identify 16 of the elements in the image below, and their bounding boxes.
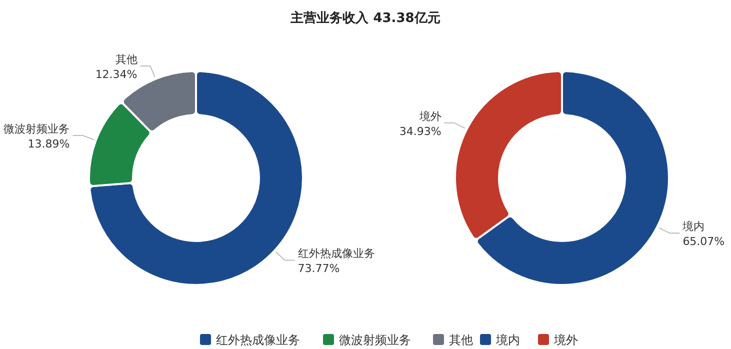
legend-label: 红外热成像业务	[216, 333, 300, 347]
chart-title: 主营业务收入 43.38亿元	[290, 10, 440, 26]
legend-label: 微波射频业务	[339, 333, 411, 347]
legend-label: 其他	[449, 333, 473, 347]
data-label: 65.07%	[682, 235, 725, 248]
slice-label: 其他	[115, 52, 138, 66]
slice-label: 红外热成像业务	[298, 247, 375, 260]
legend-label: 境内	[495, 333, 520, 347]
slice-label: 微波射频业务	[4, 122, 70, 136]
data-label: 73.77%	[298, 262, 340, 276]
legend-label: 境外	[553, 333, 578, 347]
slice-label: 境内	[682, 220, 705, 234]
data-label: 13.89%	[28, 137, 70, 150]
data-label: 12.34%	[95, 68, 138, 81]
slice-label: 境外	[418, 110, 442, 123]
data-label: 34.93%	[399, 124, 442, 138]
